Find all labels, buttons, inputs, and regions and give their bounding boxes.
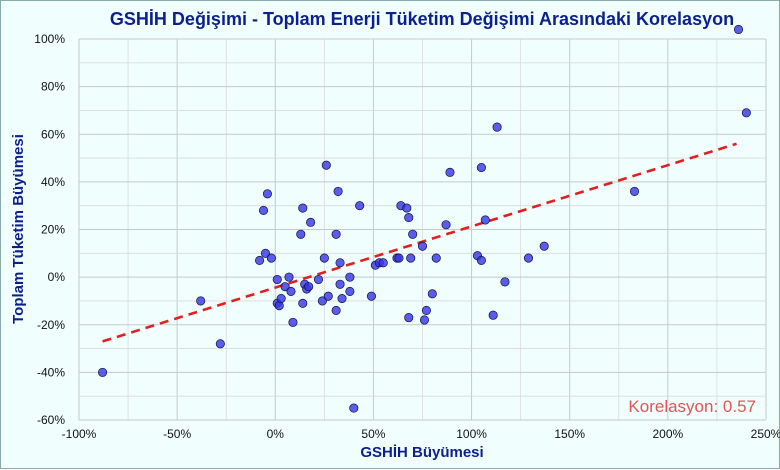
scatter-point xyxy=(333,186,343,196)
scatter-point xyxy=(523,253,534,263)
scatter-point xyxy=(402,203,412,213)
correlation-annotation: Korelasyon: 0.57 xyxy=(628,397,756,416)
scatter-point xyxy=(408,229,418,239)
scatter-point xyxy=(258,205,269,215)
scatter-point xyxy=(500,277,510,287)
y-tick-label: 100% xyxy=(34,32,65,46)
scatter-point xyxy=(321,160,331,170)
scatter-point xyxy=(349,403,359,413)
scatter-point xyxy=(280,282,290,292)
scatter-point xyxy=(98,367,108,377)
scatter-point xyxy=(313,274,324,285)
y-axis-title: Toplam Tüketim Büyümesi xyxy=(10,134,27,324)
scatter-point xyxy=(355,201,365,211)
scatter-point xyxy=(404,213,414,223)
x-axis-ticks: -100% -50% 0% 50% 100% 150% 200% 250% xyxy=(62,427,780,441)
y-tick-label: 40% xyxy=(41,175,65,189)
x-tick-label: 0% xyxy=(267,427,285,441)
scatter-point xyxy=(335,279,345,289)
scatter-point xyxy=(215,339,225,349)
scatter-point xyxy=(431,253,441,263)
scatter-point xyxy=(323,291,333,301)
y-tick-label: -40% xyxy=(37,365,65,379)
trend-layer xyxy=(102,142,737,343)
scatter-point xyxy=(331,229,341,239)
scatter-point xyxy=(298,203,308,213)
scatter-point xyxy=(404,313,414,323)
scatter-point xyxy=(286,286,296,296)
scatter-point xyxy=(306,217,316,227)
scatter-point xyxy=(272,274,282,285)
y-tick-label: -20% xyxy=(37,318,65,332)
x-tick-label: 50% xyxy=(361,427,385,441)
scatter-point xyxy=(488,310,498,320)
scatter-point xyxy=(317,296,327,306)
scatter-point xyxy=(480,215,490,225)
y-axis-ticks: -60% -40% -20% 0% 20% 40% 60% 80% 100% xyxy=(34,32,65,427)
scatter-point xyxy=(337,294,347,304)
point-layer xyxy=(98,24,751,413)
y-tick-label: 0% xyxy=(48,270,66,284)
scatter-point xyxy=(260,248,271,258)
scatter-point xyxy=(733,24,744,35)
scatter-point xyxy=(741,108,751,118)
scatter-point xyxy=(378,258,388,268)
scatter-point xyxy=(406,253,416,263)
scatter-point xyxy=(196,296,206,306)
scatter-point xyxy=(492,122,502,132)
scatter-point xyxy=(345,286,355,296)
scatter-point xyxy=(296,229,306,239)
scatter-point xyxy=(262,189,272,199)
scatter-point xyxy=(427,289,437,299)
x-axis-title: GSHİH Büyümesi xyxy=(360,444,483,461)
x-tick-label: -100% xyxy=(62,427,97,441)
scatter-point xyxy=(255,255,265,266)
x-tick-label: 250% xyxy=(751,427,780,441)
scatter-point xyxy=(331,305,341,316)
y-tick-label: 20% xyxy=(41,223,65,237)
scatter-point xyxy=(394,253,404,263)
y-tick-label: 80% xyxy=(41,80,65,94)
scatter-point xyxy=(288,317,298,327)
grid-layer xyxy=(78,38,767,421)
scatter-point xyxy=(629,186,640,196)
scatter-point xyxy=(419,315,430,325)
scatter-point xyxy=(421,305,431,316)
scatter-point xyxy=(476,163,486,173)
scatter-point xyxy=(539,241,549,251)
y-tick-label: 60% xyxy=(41,127,65,141)
scatter-point xyxy=(304,282,314,292)
scatter-point xyxy=(319,253,329,263)
y-tick-label: -60% xyxy=(37,413,65,427)
scatter-point xyxy=(276,294,286,304)
x-tick-label: 200% xyxy=(653,427,684,441)
x-tick-label: 150% xyxy=(554,427,585,441)
scatter-point xyxy=(366,291,377,301)
scatter-point xyxy=(284,272,294,282)
scatter-point xyxy=(298,298,308,308)
scatter-point xyxy=(445,167,455,177)
trend-line xyxy=(102,142,737,343)
scatter-point xyxy=(345,272,355,282)
scatter-point xyxy=(335,258,345,268)
scatter-point xyxy=(476,255,486,266)
x-tick-label: 100% xyxy=(456,427,487,441)
scatter-point xyxy=(266,253,276,263)
chart-title: GSHİH Değişimi - Toplam Enerji Tüketim D… xyxy=(110,9,734,29)
x-tick-label: -50% xyxy=(163,427,191,441)
scatter-point xyxy=(417,241,428,251)
scatter-point xyxy=(441,220,451,230)
